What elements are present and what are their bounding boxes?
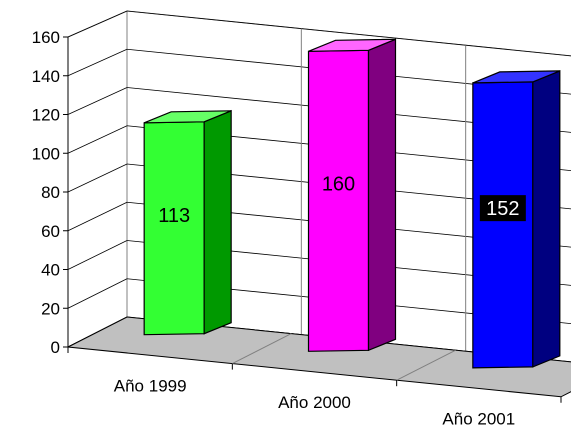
y-tick-label: 40: [41, 261, 60, 280]
x-tick-label: Año 2000: [278, 393, 351, 412]
left-wall: [67, 10, 128, 348]
y-tick-label: 140: [32, 67, 60, 86]
gridline-side: [67, 240, 128, 270]
data-label: 113: [158, 205, 190, 227]
gridline-side: [67, 48, 128, 77]
data-label: 160: [322, 173, 355, 195]
gridline-side: [67, 87, 128, 115]
bar: [307, 38, 397, 352]
y-tick-label: 160: [32, 28, 60, 47]
bar-side: [532, 69, 561, 368]
x-tick-label: Año 2001: [442, 409, 515, 428]
gridline-side: [67, 10, 128, 38]
y-tick-label: 0: [51, 338, 60, 357]
bar-front: [143, 121, 205, 336]
y-tick-label: 20: [41, 299, 60, 318]
gridline-side: [67, 278, 128, 309]
bar-top: [143, 110, 232, 124]
bar-top: [308, 38, 396, 52]
bar: [472, 69, 561, 369]
bar-front: [307, 49, 370, 352]
x-axis: Año 1999 Año 2000 Año 2001: [67, 347, 562, 428]
data-label-box: [479, 195, 526, 222]
bar-side: [367, 38, 397, 352]
y-tick-label: 120: [32, 106, 60, 125]
floor-divider: [232, 333, 292, 365]
y-tick-label: 100: [32, 144, 60, 163]
data-label: 152: [486, 198, 519, 220]
floor-divider: [396, 349, 456, 381]
x-tick-label: Año 1999: [114, 376, 187, 395]
gridline-side: [67, 201, 128, 232]
y-axis: 0 20 40 60 80 100 120 140 160: [32, 28, 69, 357]
bar-side: [203, 109, 232, 335]
y-tick-label: 60: [41, 222, 60, 241]
gridline-back: [126, 10, 571, 57]
y-tick-label: 80: [41, 183, 60, 202]
gridline-side: [67, 125, 128, 154]
bar-front: [472, 81, 534, 369]
gridline-side: [67, 163, 128, 193]
bar: [143, 109, 232, 336]
bars: [143, 38, 561, 369]
data-labels: 113 160 152: [158, 173, 526, 227]
bar-top: [472, 70, 561, 84]
